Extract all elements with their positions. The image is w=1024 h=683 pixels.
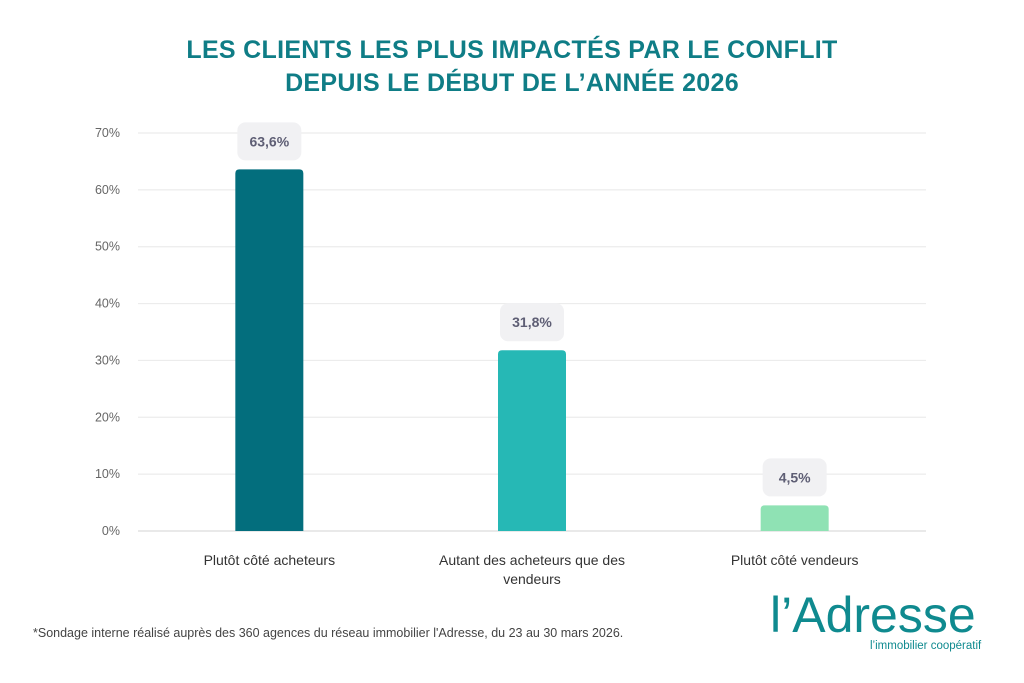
x-tick-label: vendeurs [503,571,561,587]
x-tick-label: Autant des acheteurs que des [439,552,625,568]
data-label-box [762,458,827,497]
y-tick-label: 70% [95,126,120,140]
data-label: 63,6% [249,133,289,149]
bar [235,169,304,532]
y-tick-label: 30% [95,353,120,367]
data-label: 31,8% [512,314,552,330]
ladresse-logo: l’Adresse l’immobilier coopératif [770,587,981,652]
bar [760,505,829,531]
y-tick-label: 50% [95,240,120,254]
y-tick-label: 20% [95,410,120,424]
x-tick-label: Plutôt côté vendeurs [731,552,859,568]
bar [498,350,566,531]
title-line-1: LES CLIENTS LES PLUS IMPACTÉS PAR LE CON… [186,36,838,64]
logo-tagline: l’immobilier coopératif [870,640,982,652]
y-tick-label: 60% [95,183,120,197]
chart-title: LES CLIENTS LES PLUS IMPACTÉS PAR LE CON… [0,34,1024,100]
title-line-2: DEPUIS LE DÉBUT DE L’ANNÉE 2026 [285,69,739,97]
footnote: *Sondage interne réalisé auprès des 360 … [33,626,624,640]
x-tick-label: Plutôt côté acheteurs [204,552,336,568]
logo-name: l’Adresse [770,587,976,643]
data-label-box [237,122,302,161]
y-tick-label: 40% [95,297,120,311]
data-label-box [500,303,564,342]
data-label: 4,5% [779,469,811,485]
y-tick-label: 10% [95,467,120,481]
y-tick-label: 0% [102,524,120,538]
